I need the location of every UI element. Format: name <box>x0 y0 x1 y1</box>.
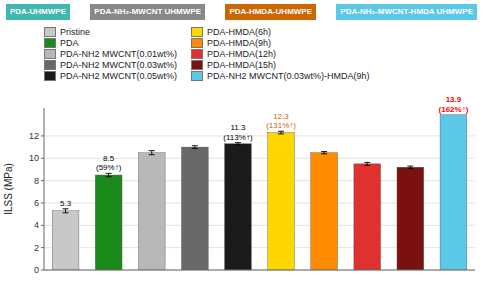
bar <box>440 115 467 270</box>
annotation-line: (131%↑) <box>266 121 296 130</box>
bar <box>95 175 122 270</box>
legend-swatch <box>191 71 203 81</box>
error-bar <box>63 209 69 213</box>
grid-line <box>44 270 475 271</box>
bar <box>52 211 79 270</box>
legend-label: PDA-HMDA(9h) <box>207 38 271 48</box>
error-bar <box>106 173 112 176</box>
annotation-line: 8.5 <box>103 154 115 163</box>
group-label: PDA-NH₂-MWCNT UHMWPE <box>90 4 205 20</box>
annotation-line: 11.3 <box>230 123 246 132</box>
bar <box>138 153 165 270</box>
annotation-line: 12.3 <box>273 112 289 121</box>
annotation-line: (113%↑) <box>223 133 253 142</box>
annotation: 11.3(113%↑) <box>223 123 253 142</box>
x-axis-line <box>44 270 475 271</box>
bar <box>181 147 208 270</box>
annotation: 5.3 <box>60 199 72 208</box>
legend-swatch <box>44 71 56 81</box>
annotation-line: 13.9 <box>446 95 462 104</box>
legend-item: Pristine <box>44 26 177 37</box>
error-bar <box>149 151 155 155</box>
annotation: 8.5(59%↑) <box>96 154 122 173</box>
tick-label: 10 <box>29 153 39 163</box>
tick-label: 0 <box>34 265 39 275</box>
error-bar <box>235 143 241 145</box>
page: {"chart_data": {"type": "bar", "categori… <box>0 0 483 286</box>
bar <box>225 144 252 270</box>
error-bar <box>321 152 327 154</box>
annotation: 12.3(131%↑) <box>266 112 296 131</box>
legend: PristinePDAPDA-NH2 MWCNT(0.01wt%)PDA-NH2… <box>44 26 370 81</box>
legend-item: PDA <box>44 37 177 48</box>
annotation: 13.9 <box>446 95 462 104</box>
error-bar <box>407 166 413 168</box>
legend-swatch <box>191 60 203 70</box>
legend-swatch <box>44 38 56 48</box>
legend-item: PDA-NH2 MWCNT(0.05wt%) <box>44 70 177 81</box>
y-axis-line <box>44 108 45 270</box>
tick-label: 2 <box>34 243 39 253</box>
bar <box>311 153 338 270</box>
tick-label: 8 <box>34 176 39 186</box>
legend-item: PDA-HMDA(9h) <box>191 37 370 48</box>
grid-line <box>44 135 475 136</box>
bar <box>268 133 295 270</box>
legend-swatch <box>191 38 203 48</box>
legend-item: PDA-HMDA(12h) <box>191 48 370 59</box>
legend-swatch <box>44 49 56 59</box>
grid <box>44 136 475 270</box>
legend-item: PDA-NH2 MWCNT(0.01wt%) <box>44 48 177 59</box>
tick-label: 6 <box>34 198 39 208</box>
group-label: PDA-HMDA-UHMWPE <box>225 4 316 20</box>
tick-label: 4 <box>34 220 39 230</box>
annotation: (162%↑) <box>439 105 469 114</box>
bars <box>52 115 467 270</box>
legend-item: PDA-NH2 MWCNT(0.03wt%) <box>44 59 177 70</box>
annotation-line: (162%↑) <box>439 105 469 114</box>
group-label: PDA-UHMWPE <box>6 4 70 20</box>
legend-swatch <box>44 27 56 37</box>
legend-label: PDA-NH2 MWCNT(0.03wt%)-HMDA(9h) <box>207 71 370 81</box>
legend-label: PDA <box>60 38 79 48</box>
error-bar <box>278 131 284 134</box>
y-axis-label: ILSS (MPa) <box>3 163 14 215</box>
legend-label: Pristine <box>60 27 90 37</box>
group-label: PDA-NH₂-MWCNT-HMDA UHMWPE <box>336 4 477 20</box>
legend-item: PDA-HMDA(6h) <box>191 26 370 37</box>
legend-label: PDA-HMDA(15h) <box>207 60 276 70</box>
error-bar <box>192 146 198 149</box>
legend-item: PDA-HMDA(15h) <box>191 59 370 70</box>
legend-item: PDA-NH2 MWCNT(0.03wt%)-HMDA(9h) <box>191 70 370 81</box>
bar <box>354 164 381 270</box>
tick-label: 12 <box>29 131 39 141</box>
error-bar <box>364 162 370 165</box>
legend-label: PDA-NH2 MWCNT(0.05wt%) <box>60 71 177 81</box>
legend-label: PDA-NH2 MWCNT(0.03wt%) <box>60 60 177 70</box>
group-labels: PDA-UHMWPE PDA-NH₂-MWCNT UHMWPE PDA-HMDA-U… <box>6 4 477 20</box>
legend-label: PDA-HMDA(12h) <box>207 49 276 59</box>
legend-label: PDA-HMDA(6h) <box>207 27 271 37</box>
legend-column: PDA-HMDA(6h)PDA-HMDA(9h)PDA-HMDA(12h)PDA… <box>191 26 370 81</box>
annotation-line: 5.3 <box>60 199 72 208</box>
legend-swatch <box>44 60 56 70</box>
legend-column: PristinePDAPDA-NH2 MWCNT(0.01wt%)PDA-NH2… <box>44 26 177 81</box>
legend-swatch <box>191 27 203 37</box>
legend-label: PDA-NH2 MWCNT(0.01wt%) <box>60 49 177 59</box>
bar <box>397 167 424 270</box>
legend-swatch <box>191 49 203 59</box>
annotation-line: (59%↑) <box>96 163 122 172</box>
